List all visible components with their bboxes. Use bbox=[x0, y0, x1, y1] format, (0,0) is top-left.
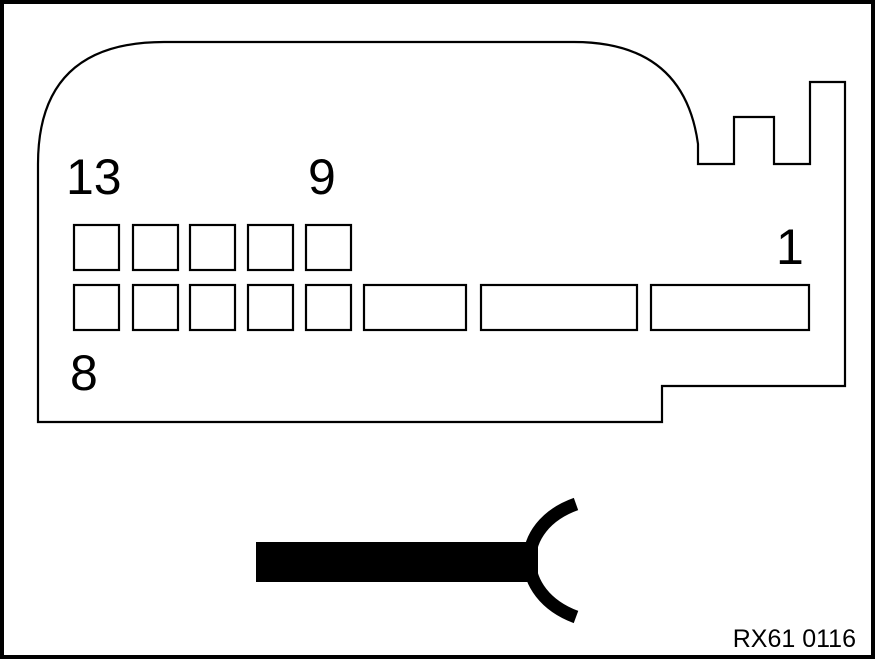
pin-cavity bbox=[304, 283, 353, 332]
wire-bar-symbol bbox=[256, 542, 538, 582]
pin-cavity bbox=[188, 223, 237, 272]
connector-diagram: 13 9 1 8 RX61 0116 bbox=[36, 40, 856, 653]
pin-cavity bbox=[72, 223, 121, 272]
pin-label-13: 13 bbox=[66, 149, 122, 205]
wide-pin-cavity bbox=[479, 283, 639, 332]
pin-cavity bbox=[246, 283, 295, 332]
connector-housing-outline bbox=[36, 40, 847, 424]
pin-cavity bbox=[72, 283, 121, 332]
pin-label-8: 8 bbox=[70, 345, 98, 401]
wide-pin-cavity bbox=[362, 283, 468, 332]
pin-label-1: 1 bbox=[776, 219, 804, 275]
pin-cavity bbox=[131, 223, 180, 272]
pin-cavity bbox=[304, 223, 353, 272]
pin-label-9: 9 bbox=[308, 149, 336, 205]
pin-cavity bbox=[131, 283, 180, 332]
pin-cavity bbox=[246, 223, 295, 272]
pin-cavity bbox=[188, 283, 237, 332]
socket-arc-symbol bbox=[523, 497, 579, 624]
wide-pin-cavity bbox=[649, 283, 811, 332]
figure-id: RX61 0116 bbox=[733, 625, 856, 653]
